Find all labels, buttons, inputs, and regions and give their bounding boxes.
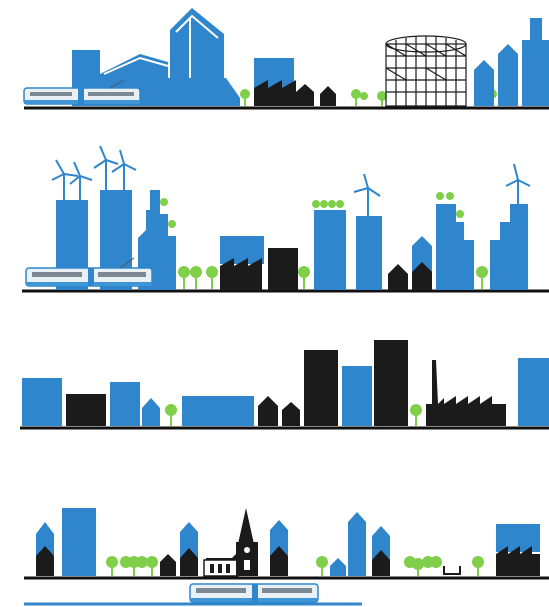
tree: [446, 192, 454, 200]
factory: [496, 546, 540, 576]
building-base: [100, 98, 240, 106]
factory: [220, 258, 262, 290]
tree-trunk: [481, 277, 483, 289]
row-1-skyline: [23, 8, 549, 110]
tower: [474, 60, 494, 106]
house: [282, 402, 300, 426]
tree: [476, 266, 488, 278]
row-3-industrial-skyline: [20, 340, 549, 430]
building: [138, 190, 176, 290]
church: [203, 508, 258, 577]
wind-turbines: [51, 145, 531, 216]
tower-outline: [175, 14, 219, 39]
house: [180, 548, 198, 576]
tree-trunk: [415, 415, 417, 426]
building: [66, 394, 106, 426]
tower: [522, 18, 549, 106]
tower: [348, 512, 366, 576]
building: [22, 378, 62, 426]
building: [62, 508, 96, 576]
trees: [106, 556, 484, 576]
house: [388, 264, 408, 290]
building: [314, 210, 346, 290]
house: [372, 550, 390, 576]
factory: [426, 360, 506, 426]
building: [518, 358, 549, 426]
roof-trees: [312, 200, 344, 208]
tree: [168, 220, 176, 228]
tree: [298, 266, 310, 278]
tram: [25, 257, 153, 287]
house: [258, 396, 278, 426]
building: [182, 396, 254, 426]
tree-trunk: [303, 277, 305, 289]
house: [412, 262, 432, 290]
tree: [410, 404, 422, 416]
tower: [498, 44, 518, 106]
tree-trunk: [170, 415, 172, 426]
building: [356, 216, 382, 290]
building: [342, 366, 372, 426]
building: [304, 350, 338, 426]
building: [168, 78, 240, 98]
house: [320, 86, 336, 106]
tram: [23, 79, 141, 105]
building: [436, 204, 474, 290]
tree: [436, 192, 444, 200]
house: [142, 398, 160, 426]
tree: [165, 404, 177, 416]
building: [268, 248, 298, 290]
building: [490, 204, 528, 290]
house: [296, 84, 314, 106]
house: [36, 546, 54, 576]
factory: [254, 80, 296, 106]
row-4-village-skyline: [24, 508, 549, 606]
building: [220, 236, 264, 264]
building: [254, 58, 294, 88]
building: [496, 524, 540, 552]
gasometer: [385, 35, 467, 107]
bench: [443, 566, 461, 575]
building: [110, 382, 140, 426]
house: [330, 558, 346, 576]
tree: [160, 198, 168, 206]
building: [374, 340, 408, 426]
tram: [189, 583, 319, 603]
house: [270, 546, 288, 576]
trees: [178, 266, 218, 289]
house: [160, 554, 176, 576]
building-outline: [103, 56, 169, 75]
row-2-wind-skyline: [22, 145, 549, 293]
tree: [456, 210, 464, 218]
